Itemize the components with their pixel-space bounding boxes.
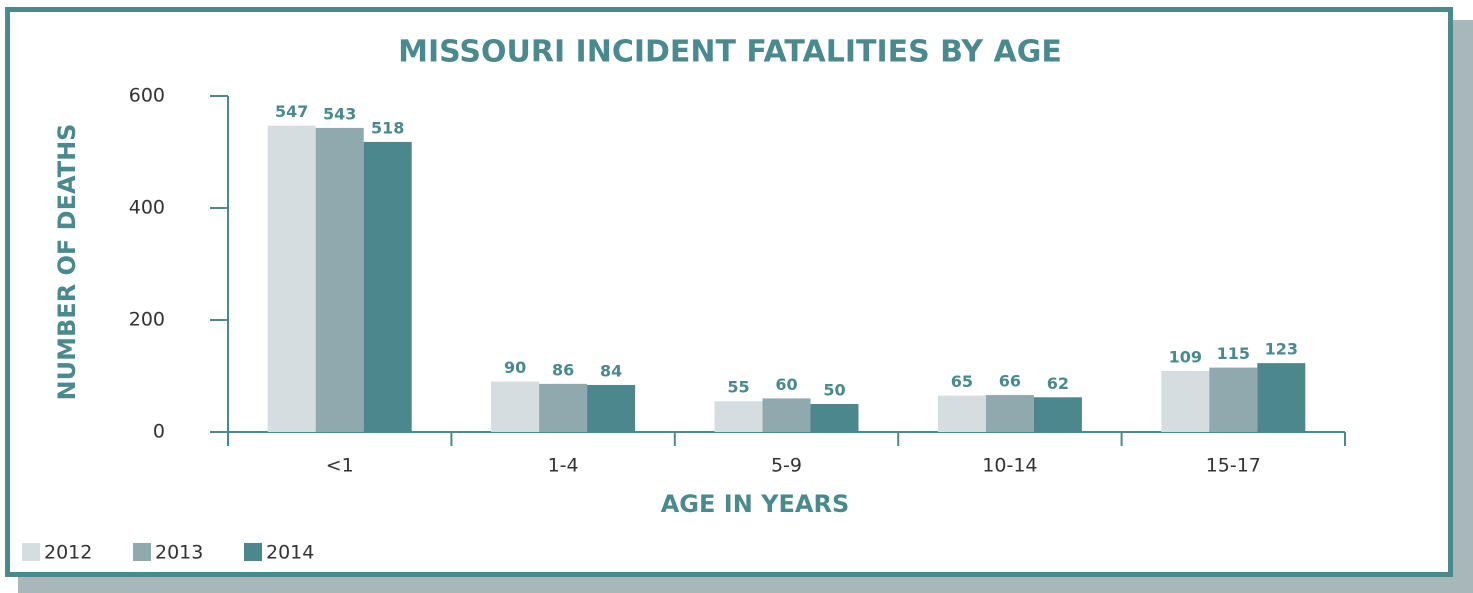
legend-label: 2014: [266, 542, 314, 564]
bar: [491, 381, 540, 432]
bar: [985, 395, 1034, 432]
value-label: 90: [504, 358, 526, 377]
y-tick-label: 400: [129, 197, 165, 219]
x-tick-label: 10-14: [982, 455, 1037, 477]
bar: [1033, 397, 1082, 432]
x-tick-label: 15-17: [1206, 455, 1261, 477]
legend-swatch: [22, 543, 40, 561]
legend-label: 2012: [44, 542, 92, 564]
y-tick-label: 600: [129, 85, 165, 107]
value-label: 60: [775, 375, 797, 394]
value-label: 65: [951, 372, 973, 391]
chart-title: MISSOURI INCIDENT FATALITIES BY AGE: [398, 35, 1062, 70]
bar: [762, 398, 811, 432]
x-tick-label: <1: [326, 455, 354, 477]
legend-swatch: [244, 543, 262, 561]
bar: [587, 384, 636, 432]
value-label: 547: [275, 102, 308, 121]
legend-swatch: [133, 543, 151, 561]
bar: [714, 401, 763, 432]
value-label: 123: [1265, 340, 1298, 359]
bar: [363, 141, 412, 433]
bar: [1257, 363, 1306, 432]
value-label: 109: [1169, 347, 1202, 366]
frame: [5, 7, 1453, 577]
bar: [267, 125, 316, 433]
x-axis-title: AGE IN YEARS: [661, 490, 850, 518]
y-tick-label: 200: [129, 309, 165, 331]
bar: [1161, 370, 1210, 432]
value-label: 518: [371, 118, 404, 137]
y-axis-title: NUMBER OF DEATHS: [53, 124, 81, 401]
value-label: 62: [1047, 374, 1069, 393]
value-label: 543: [323, 104, 356, 123]
x-tick-label: 1-4: [548, 455, 579, 477]
bar: [1209, 367, 1258, 432]
value-label: 66: [999, 372, 1021, 391]
bar: [937, 395, 986, 432]
value-label: 50: [823, 381, 845, 400]
value-label: 84: [600, 361, 622, 380]
legend-label: 2013: [155, 542, 203, 564]
bar: [315, 127, 364, 433]
y-tick-label: 0: [153, 421, 165, 443]
bar: [539, 383, 588, 432]
value-label: 86: [552, 360, 574, 379]
bar: [810, 404, 859, 432]
value-label: 115: [1217, 344, 1250, 363]
value-label: 55: [727, 378, 749, 397]
x-tick-label: 5-9: [771, 455, 802, 477]
